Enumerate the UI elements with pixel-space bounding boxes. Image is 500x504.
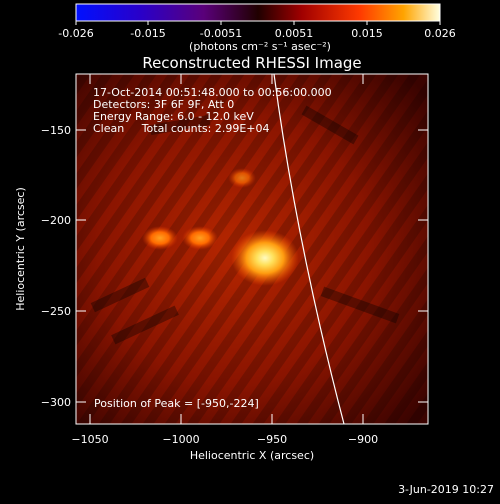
solar-limb-line [273,74,345,424]
info-line: Clean Total counts: 2.99E+04 [93,122,270,135]
x-tick-label: −1050 [71,433,108,446]
y-tick-label: −200 [41,214,71,227]
colorbar: -0.026 -0.015 -0.0051 0.0051 0.015 0.026… [58,3,456,53]
colorbar-tick-label: -0.026 [58,27,93,40]
x-axis-label: Heliocentric X (arcsec) [190,449,314,462]
rhessi-image [76,74,428,424]
colorbar-units-label: (photons cm⁻² s⁻¹ asec⁻²) [189,40,331,53]
x-tick-label: −1000 [162,433,199,446]
peak-position-text: Position of Peak = [-950,-224] [94,397,259,410]
y-tick-label: −250 [41,305,71,318]
colorbar-tick-label: 0.0051 [275,27,314,40]
colorbar-tick-label: 0.015 [351,27,383,40]
secondary-source [142,226,178,250]
info-block: 17-Oct-2014 00:51:48.000 to 00:56:00.000… [93,86,332,135]
colorbar-gradient [75,3,441,22]
info-line: 17-Oct-2014 00:51:48.000 to 00:56:00.000 [93,86,332,99]
minor-source [228,168,256,188]
y-tick-label: −300 [41,396,71,409]
timestamp: 3-Jun-2019 10:27 [398,483,494,496]
colorbar-tick-label: 0.026 [424,27,456,40]
plot-frame [75,73,429,425]
y-tick-label: −150 [41,124,71,137]
peak-source [231,230,299,286]
secondary-source [182,226,218,250]
colorbar-tick-label: -0.015 [130,27,165,40]
x-tick-label: −900 [348,433,378,446]
colorbar-tick-label: -0.0051 [200,27,242,40]
info-line: Energy Range: 6.0 - 12.0 keV [93,110,254,123]
info-line: Detectors: 3F 6F 9F, Att 0 [93,98,234,111]
plot-title: Reconstructed RHESSI Image [142,54,361,72]
x-tick-label: −950 [257,433,287,446]
y-axis-label: Heliocentric Y (arcsec) [14,187,27,311]
